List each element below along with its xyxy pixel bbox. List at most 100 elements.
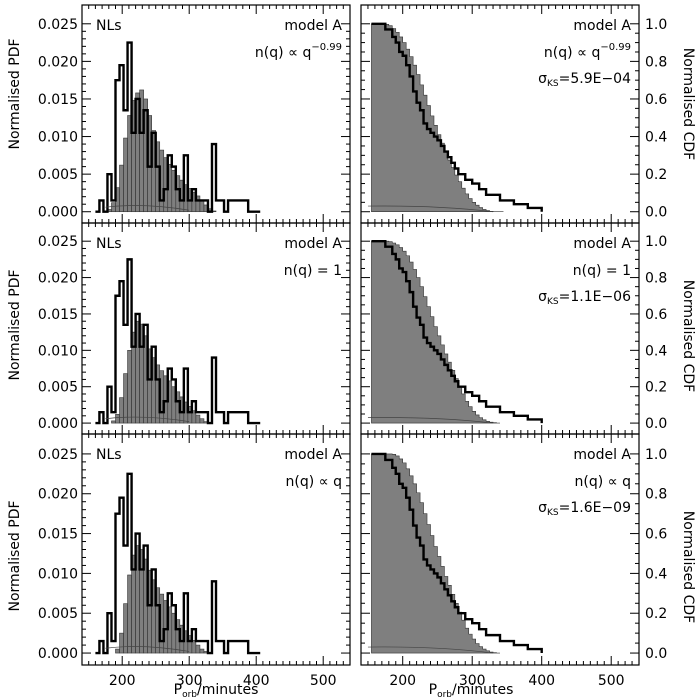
pdf-r1-ytick-label-0: 0.000 [38, 205, 78, 221]
cdf-r3-sigma-value: =1.6E−09 [559, 500, 631, 516]
pdf-r2-model-bar-26 [199, 418, 205, 424]
panel-cdf-row-1: 0.0 0.2 0.4 0.6 0.8 1.0 model A n(q) ∝ q−0.99 σK… [360, 4, 667, 224]
cdf-r1-sigma-value: =5.9E−04 [559, 71, 631, 87]
pdf-r1-model-bar-26 [199, 200, 205, 213]
cdf-r3-model-area [371, 453, 500, 654]
pdf-r2-nls-label: NLs [96, 236, 122, 252]
pdf-r3-ytick-label-3: 0.015 [38, 527, 78, 543]
pdf-r1-model-bar-7 [123, 137, 128, 213]
pdf-r1-ytick-label-2: 0.010 [38, 130, 78, 146]
pdf-r2-model-bar-7 [123, 373, 128, 424]
cdf-r2-faint-line [367, 417, 494, 424]
pdf-r1-nq-exponent: −0.99 [311, 42, 342, 53]
cdf-ylabel-row-2: Normalised CDF [680, 280, 696, 392]
pdf-r2-faint-line [105, 416, 190, 422]
pdf-r2-ytick-label-4: 0.020 [38, 271, 78, 287]
cdf-r1-model-area [371, 23, 504, 213]
cdf-r2-ytick-label-3: 0.6 [645, 307, 667, 323]
pdf-r1-faint-line [105, 205, 190, 211]
pdf-r2-model-bar-6 [119, 397, 124, 424]
pdf-r1-nq-base: n(q) ∝ q [255, 45, 311, 61]
pdf-r3-xtick-label-400: 400 [243, 673, 270, 689]
pdf-r3-model-bar-5 [115, 648, 120, 654]
cdf-r1-observed-line [371, 22, 543, 212]
xlabel-right-main: P [429, 682, 437, 698]
cdf-r2-sigma-label: σKS=1.1E−06 [538, 289, 631, 307]
cdf-r2-model-area [371, 240, 500, 424]
pdf-r2-ytick-label-3: 0.015 [38, 307, 78, 323]
pdf-r2-ytick-label-5: 0.025 [38, 234, 78, 250]
cdf-ylabel-row-1: Normalised CDF [680, 48, 696, 160]
pdf-r3-observed-line [95, 472, 261, 655]
pdf-r2-ytick-label-0: 0.000 [38, 416, 78, 432]
xlabel-left: Porb/minutes [174, 682, 259, 700]
cdf-r2-nq-base: n(q) = 1 [573, 263, 631, 279]
cdf-r3-sigma-label: σKS=1.6E−09 [538, 500, 631, 518]
cdf-r3-model-label: model A [573, 447, 631, 463]
pdf-r2-model-bar-5 [115, 414, 120, 424]
pdf-r1-ytick-label-5: 0.025 [38, 17, 78, 33]
cdf-r2-model-label: model A [573, 236, 631, 252]
pdf-ylabel-row-3: Normalised PDF [7, 500, 23, 611]
pdf-r1-model-bar-4 [111, 202, 116, 213]
cdf-r2-sigma-value: =1.1E−06 [559, 289, 631, 305]
pdf-r1-observed-line [95, 41, 261, 213]
cdf-r3-ytick-label-1: 0.2 [645, 606, 667, 622]
pdf-r3-ytick-label-2: 0.010 [38, 566, 78, 582]
pdf-ylabel-row-1: Normalised PDF [7, 38, 23, 149]
pdf-r3-nls-label: NLs [96, 447, 122, 463]
cdf-r1-ytick-label-0: 0.0 [645, 205, 667, 221]
cdf-r3-xtick-label-200: 200 [389, 673, 416, 689]
pdf-r2-model-bar-25 [195, 414, 201, 424]
cdf-r2-ytick-label-1: 0.2 [645, 380, 667, 396]
cdf-r3-xtick-label-400: 400 [528, 673, 555, 689]
xlabel-right: Porb/minutes [429, 682, 514, 700]
cdf-r1-ytick-label-4: 0.8 [645, 54, 667, 70]
pdf-r1-ytick-label-3: 0.015 [38, 92, 78, 108]
cdf-r2-ytick-label-2: 0.4 [645, 343, 667, 359]
cdf-r1-sigma-sub: KS [547, 79, 559, 89]
cdf-r1-faint-line [367, 205, 494, 213]
cdf-r3-sigma-symbol: σ [538, 500, 547, 516]
pdf-r2-observed-line [95, 258, 261, 425]
panel-cdf-row-3: 200 300 400 500 0.0 0.2 0.4 0.6 0.8 1.0 model A n(q… [360, 433, 667, 689]
pdf-r3-ytick-label-5: 0.025 [38, 447, 78, 463]
panel-pdf-row-2: 0.000 0.005 0.010 0.015 0.020 0.025 NLs model A… [38, 222, 351, 435]
cdf-r2-nq-label: n(q) = 1 [573, 263, 631, 279]
pdf-r3-ytick-label-4: 0.020 [38, 487, 78, 503]
cdf-r3-observed-line [371, 452, 543, 654]
xlabel-left-sub: orb [182, 690, 197, 700]
pdf-r2-model-bar-8 [127, 350, 132, 424]
xlabel-left-main: P [174, 682, 182, 698]
cdf-r1-ytick-label-5: 1.0 [645, 17, 667, 33]
cdf-ylabel-row-3: Normalised CDF [680, 511, 696, 623]
pdf-r3-model-bar-7 [123, 603, 128, 654]
pdf-r3-nq-base: n(q) ∝ q [286, 474, 342, 490]
pdf-r3-xtick-label-200: 200 [109, 673, 136, 689]
cdf-r2-ytick-label-0: 0.0 [645, 416, 667, 432]
pdf-r1-model-label: model A [284, 18, 342, 34]
pdf-r3-xtick-label-300: 300 [176, 673, 203, 689]
pdf-r3-ytick-label-1: 0.005 [38, 606, 78, 622]
pdf-r1-ytick-label-1: 0.005 [38, 167, 78, 183]
cdf-r1-model-label: model A [573, 18, 631, 34]
pdf-r1-ytick-label-4: 0.020 [38, 54, 78, 70]
cdf-r3-faint-line [367, 646, 494, 654]
xlabel-left-unit: /minutes [197, 682, 258, 698]
pdf-r3-nq-label: n(q) ∝ q [286, 474, 342, 490]
panels: 0.000 0.005 0.010 0.015 0.020 0.025 NLs model A… [38, 4, 667, 689]
cdf-r1-sigma-label: σKS=5.9E−04 [538, 71, 631, 89]
cdf-r3-xtick-label-500: 500 [598, 673, 625, 689]
cdf-r2-ytick-label-5: 1.0 [645, 234, 667, 250]
pdf-r2-nq-base: n(q) = 1 [284, 263, 342, 279]
pdf-r1-model-bar-6 [119, 164, 124, 213]
cdf-r2-ytick-label-4: 0.8 [645, 271, 667, 287]
pdf-r1-nq-label: n(q) ∝ q−0.99 [255, 42, 342, 61]
pdf-r3-model-bar-6 [119, 632, 124, 654]
cdf-r3-ytick-label-3: 0.6 [645, 527, 667, 543]
cdf-r1-nq-exponent: −0.99 [600, 42, 631, 53]
pdf-ylabel-row-2: Normalised PDF [7, 269, 23, 380]
cdf-r1-ytick-label-3: 0.6 [645, 92, 667, 108]
pdf-r1-nls-label: NLs [96, 18, 122, 34]
